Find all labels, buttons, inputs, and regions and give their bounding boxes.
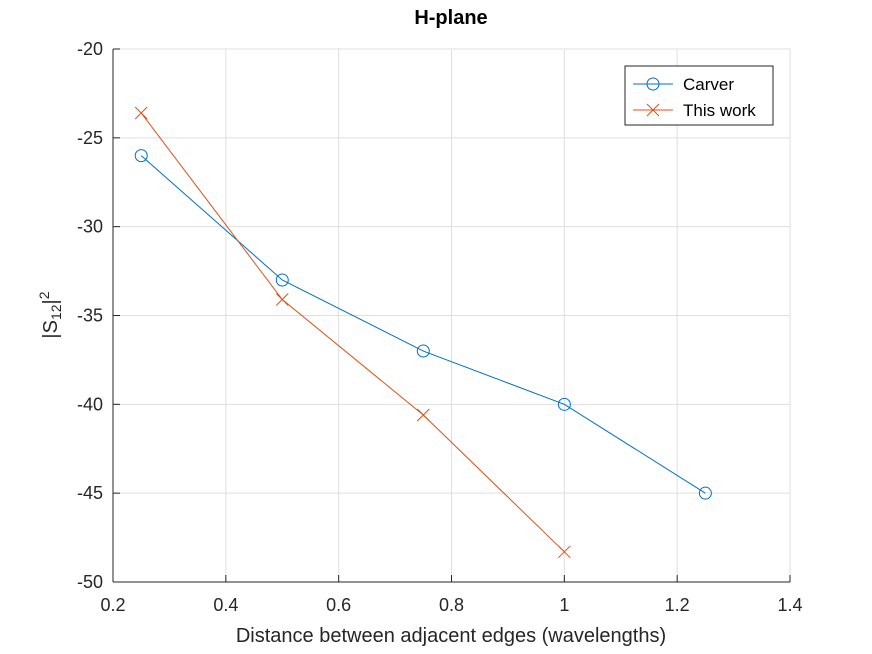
data-point-this-work bbox=[557, 545, 571, 559]
axes bbox=[112, 48, 791, 583]
data-point-carver bbox=[416, 344, 430, 358]
data-point-this-work bbox=[134, 106, 148, 120]
legend-marker-carver bbox=[646, 77, 660, 91]
y-tick-label: -45 bbox=[77, 483, 103, 503]
y-tick-label: -35 bbox=[77, 306, 103, 326]
x-tick-label: 1.2 bbox=[665, 595, 690, 615]
x-tick-label: 0.6 bbox=[326, 595, 351, 615]
series-carver bbox=[134, 149, 712, 500]
svg-text:|S12|2: |S12|2 bbox=[36, 291, 64, 338]
data-point-carver bbox=[134, 149, 148, 163]
x-tick-label: 0.2 bbox=[100, 595, 125, 615]
y-axis-label-sub: 12 bbox=[48, 304, 64, 320]
y-tick-label: -30 bbox=[77, 217, 103, 237]
legend-label-this-work: This work bbox=[683, 101, 756, 120]
y-axis-label-base: |S bbox=[40, 320, 62, 339]
x-tick-label: 0.8 bbox=[439, 595, 464, 615]
legend-entry-carver: Carver bbox=[633, 75, 734, 94]
x-tick-label: 1 bbox=[559, 595, 569, 615]
data-point-carver bbox=[275, 273, 289, 287]
legend-label-carver: Carver bbox=[683, 75, 734, 94]
tick-labels: 0.2 0.4 0.6 0.8 1 1.2 1.4 -50 -45 -40 -35 -30 -25 -20 bbox=[77, 39, 803, 615]
data-point-this-work bbox=[275, 293, 289, 306]
series-line-this-work bbox=[140, 112, 565, 553]
y-tick-label: -40 bbox=[77, 394, 103, 414]
x-tick-label: 0.4 bbox=[213, 595, 238, 615]
series-line-carver bbox=[140, 155, 706, 494]
y-axis-label-sup: 2 bbox=[36, 291, 52, 299]
x-axis-label: Distance between adjacent edges (wavelen… bbox=[236, 625, 666, 647]
legend: Carver This work bbox=[624, 65, 774, 126]
data-point-this-work bbox=[416, 408, 430, 422]
series-this-work bbox=[134, 106, 571, 559]
legend-entry-this-work: This work bbox=[633, 101, 756, 120]
y-tick-label: -20 bbox=[77, 39, 103, 59]
legend-marker-this-work bbox=[646, 103, 660, 117]
series-layer bbox=[134, 106, 712, 559]
y-tick-label: -50 bbox=[77, 572, 103, 592]
x-tick-label: 1.4 bbox=[777, 595, 802, 615]
y-axis-label-close: | bbox=[40, 299, 62, 304]
chart-title: H-plane bbox=[414, 7, 487, 29]
legend-box bbox=[624, 65, 774, 126]
y-tick-label: -25 bbox=[77, 128, 103, 148]
data-point-carver bbox=[698, 486, 712, 500]
y-axis-label: |S12|2 bbox=[36, 291, 64, 338]
data-point-carver bbox=[557, 397, 571, 411]
